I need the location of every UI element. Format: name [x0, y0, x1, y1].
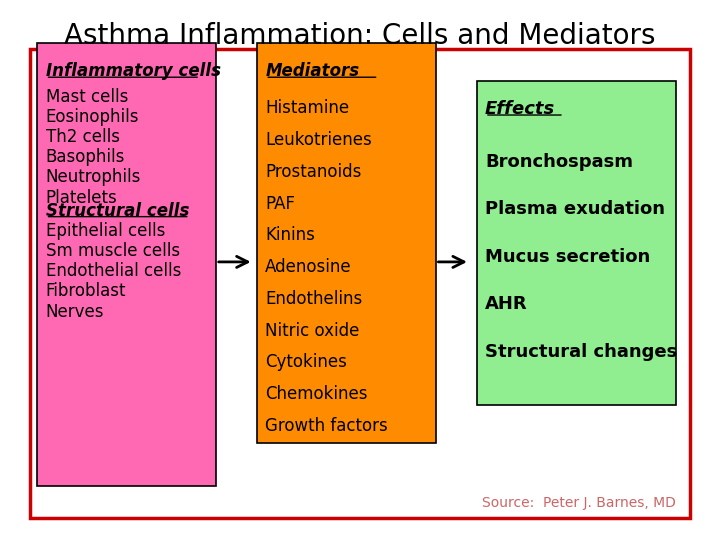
- Text: Fibroblast: Fibroblast: [45, 282, 126, 300]
- Text: Bronchospasm: Bronchospasm: [485, 153, 633, 171]
- Text: Histamine: Histamine: [265, 99, 349, 117]
- Text: Endothelial cells: Endothelial cells: [45, 262, 181, 280]
- Text: AHR: AHR: [485, 295, 528, 313]
- Text: Asthma Inflammation: Cells and Mediators: Asthma Inflammation: Cells and Mediators: [64, 22, 656, 50]
- Text: Leukotrienes: Leukotrienes: [265, 131, 372, 149]
- Text: Nitric oxide: Nitric oxide: [265, 321, 359, 340]
- Text: Adenosine: Adenosine: [265, 258, 352, 276]
- FancyBboxPatch shape: [30, 49, 690, 518]
- FancyBboxPatch shape: [477, 81, 676, 405]
- Text: Neutrophils: Neutrophils: [45, 168, 141, 186]
- Text: Plasma exudation: Plasma exudation: [485, 200, 665, 218]
- Text: Structural cells: Structural cells: [45, 201, 189, 220]
- Text: Cytokines: Cytokines: [265, 353, 347, 372]
- Text: Mucus secretion: Mucus secretion: [485, 248, 650, 266]
- Text: Th2 cells: Th2 cells: [45, 128, 120, 146]
- Text: Basophils: Basophils: [45, 148, 125, 166]
- Text: Effects: Effects: [485, 100, 555, 118]
- Text: Mast cells: Mast cells: [45, 87, 128, 106]
- Text: Kinins: Kinins: [265, 226, 315, 244]
- Text: Endothelins: Endothelins: [265, 290, 362, 308]
- Text: Growth factors: Growth factors: [265, 417, 388, 435]
- Text: Inflammatory cells: Inflammatory cells: [45, 62, 220, 80]
- FancyBboxPatch shape: [257, 43, 436, 443]
- Text: Eosinophils: Eosinophils: [45, 108, 139, 126]
- Text: Sm muscle cells: Sm muscle cells: [45, 242, 180, 260]
- Text: Nerves: Nerves: [45, 302, 104, 321]
- FancyBboxPatch shape: [37, 43, 216, 486]
- Text: Source:  Peter J. Barnes, MD: Source: Peter J. Barnes, MD: [482, 496, 676, 510]
- Text: Mediators: Mediators: [265, 62, 359, 80]
- Text: PAF: PAF: [265, 194, 295, 213]
- Text: Prostanoids: Prostanoids: [265, 163, 361, 181]
- Text: Structural changes: Structural changes: [485, 343, 678, 361]
- Text: Chemokines: Chemokines: [265, 385, 368, 403]
- Text: Epithelial cells: Epithelial cells: [45, 222, 165, 240]
- Text: Platelets: Platelets: [45, 188, 117, 207]
